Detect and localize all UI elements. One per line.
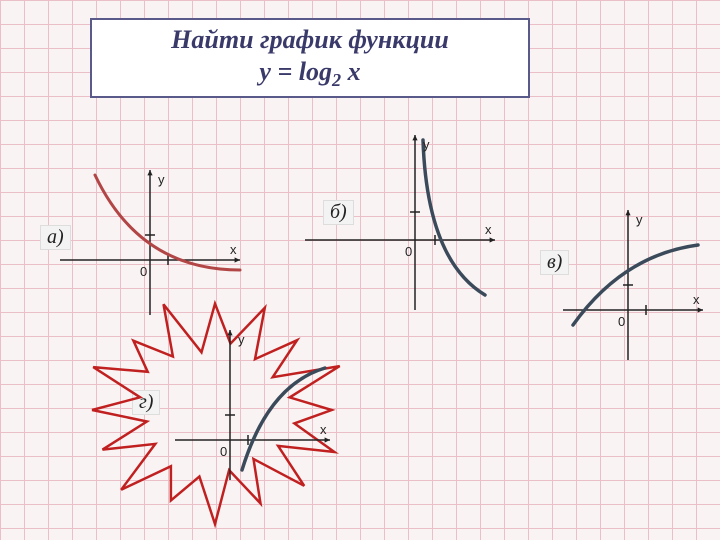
y-axis-label: y xyxy=(158,172,165,187)
option-label-v: в) xyxy=(540,250,569,275)
origin-label: 0 xyxy=(140,264,147,279)
x-axis-label: x xyxy=(320,422,327,437)
graph-v: yx0 xyxy=(628,310,629,311)
y-axis-label: y xyxy=(238,332,245,347)
option-label-a: а) xyxy=(40,225,71,250)
origin-label: 0 xyxy=(220,444,227,459)
option-label-b: б) xyxy=(323,200,354,225)
answer-burst xyxy=(215,410,216,411)
title-box: Найти график функции y = log2 x xyxy=(90,18,530,98)
y-axis-label: y xyxy=(636,212,643,227)
x-axis-label: x xyxy=(230,242,237,257)
x-axis-label: x xyxy=(485,222,492,237)
graph-b: yx0 xyxy=(415,240,416,241)
title-line-2: y = log2 x xyxy=(92,56,528,92)
y-axis-label: y xyxy=(423,137,430,152)
title-line-1: Найти график функции xyxy=(92,24,528,55)
graph-a: yx0 xyxy=(150,260,151,261)
graph-g: yx0 xyxy=(230,440,231,441)
x-axis-label: x xyxy=(693,292,700,307)
origin-label: 0 xyxy=(618,314,625,329)
origin-label: 0 xyxy=(405,244,412,259)
